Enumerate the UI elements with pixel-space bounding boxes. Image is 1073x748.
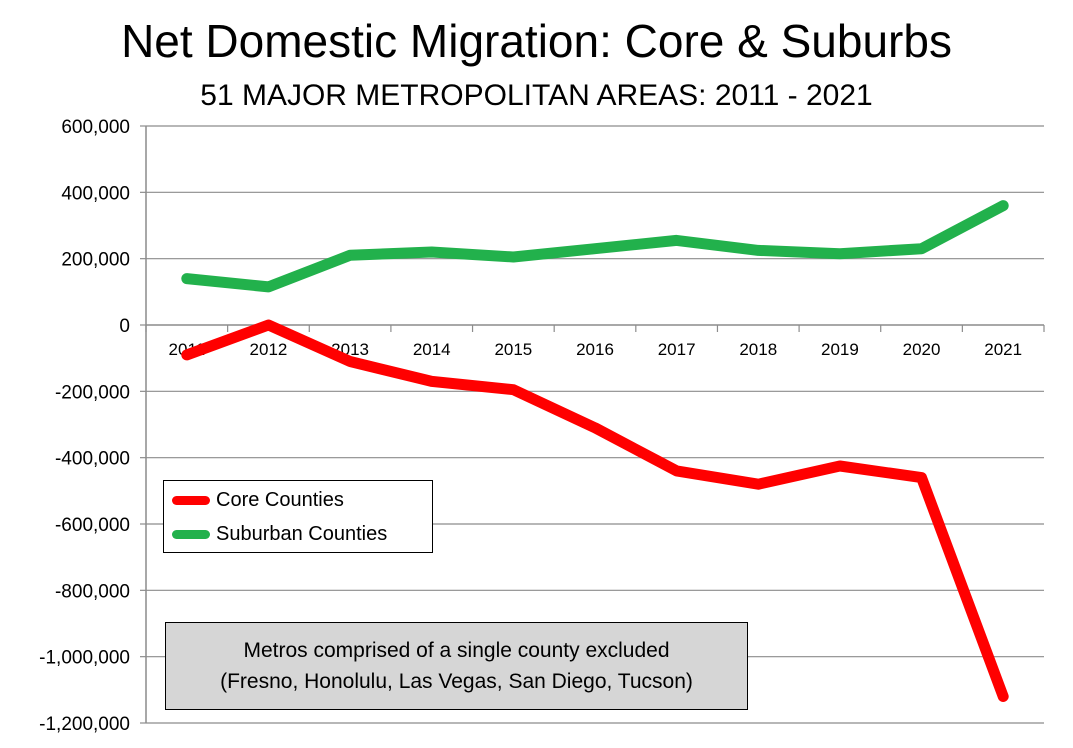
data-point — [431, 251, 433, 253]
x-tick-label: 2018 — [739, 340, 777, 359]
exclusion-note: Metros comprised of a single county excl… — [165, 622, 748, 710]
legend-swatch-core — [172, 495, 210, 505]
data-point — [757, 483, 759, 485]
x-tick-label: 2016 — [576, 340, 614, 359]
data-point — [267, 324, 269, 326]
x-tick-label: 2021 — [984, 340, 1022, 359]
chart-title: Net Domestic Migration: Core & Suburbs — [121, 15, 952, 67]
y-tick-label: -1,000,000 — [39, 648, 130, 669]
data-point — [594, 248, 596, 250]
y-tick-label: -400,000 — [55, 449, 130, 470]
series-lines — [181, 200, 1009, 702]
legend-label-suburban: Suburban Counties — [216, 522, 388, 545]
data-point — [921, 248, 923, 250]
data-point — [1002, 695, 1004, 697]
x-tick-label: 2014 — [413, 340, 451, 359]
data-point — [267, 286, 269, 288]
data-point — [757, 249, 759, 251]
legend-swatch-suburban — [172, 529, 210, 539]
data-point — [1002, 205, 1004, 207]
y-tick-label: 400,000 — [61, 183, 130, 204]
y-tick-label: 0 — [119, 316, 130, 337]
axes — [140, 125, 1045, 724]
data-point — [839, 465, 841, 467]
chart-subtitle: 51 MAJOR METROPOLITAN AREAS: 2011 - 2021 — [200, 79, 873, 112]
y-axis-tick-labels: 600,000 400,000 200,000 0 -200,000 -400,000 -6… — [39, 117, 130, 735]
y-tick-label: 200,000 — [61, 250, 130, 271]
series-line-suburban — [181, 200, 1009, 293]
legend-label-core: Core Counties — [216, 488, 344, 511]
data-point — [512, 389, 514, 391]
y-tick-label: -800,000 — [55, 581, 130, 602]
x-tick-label: 2015 — [494, 340, 532, 359]
x-tick-label: 2019 — [821, 340, 859, 359]
x-axis-tick-labels: 2011 2012 2013 2014 2015 2016 2017 2018 2019 2020… — [169, 340, 1023, 359]
data-point — [594, 427, 596, 429]
data-point — [839, 253, 841, 255]
legend: Core Counties Suburban Counties — [163, 480, 433, 553]
x-tick-label: 2020 — [903, 340, 941, 359]
y-tick-label: -1,200,000 — [39, 714, 130, 735]
data-point — [349, 360, 351, 362]
data-point — [676, 239, 678, 241]
legend-item-core: Core Counties — [172, 485, 344, 515]
x-tick-label: 2017 — [658, 340, 696, 359]
y-tick-label: -600,000 — [55, 515, 130, 536]
y-tick-label: 600,000 — [61, 117, 130, 138]
data-point — [512, 256, 514, 258]
data-point — [186, 278, 188, 280]
data-point — [186, 354, 188, 356]
data-point — [676, 470, 678, 472]
exclusion-note-line1: Metros comprised of a single county excl… — [243, 639, 670, 662]
data-point — [349, 254, 351, 256]
data-point — [431, 380, 433, 382]
data-point — [921, 477, 923, 479]
exclusion-note-line2: (Fresno, Honolulu, Las Vegas, San Diego,… — [220, 670, 693, 693]
x-tick-label: 2012 — [250, 340, 288, 359]
legend-item-suburban: Suburban Counties — [172, 519, 387, 549]
y-tick-label: -200,000 — [55, 382, 130, 403]
